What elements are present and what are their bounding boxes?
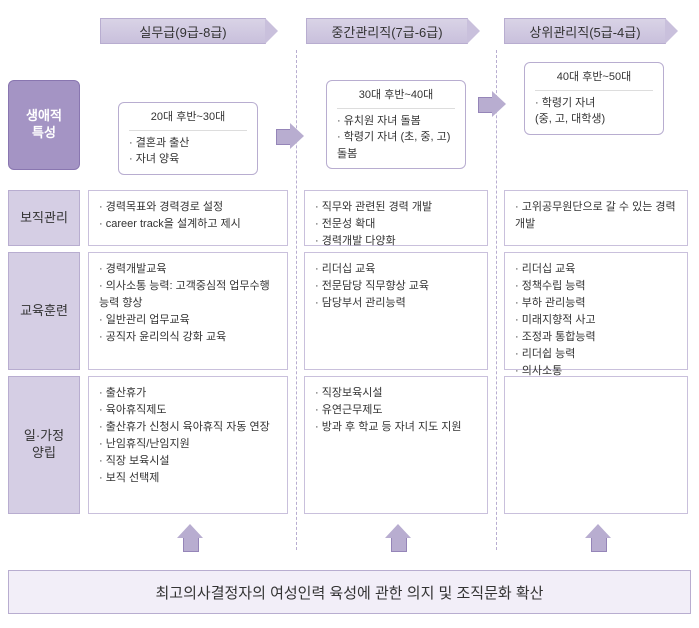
arrow-up-icon <box>386 524 410 552</box>
cell-r2-c2: 리더십 교육전문담당 직무향상 교육담당부서 관리능력 <box>304 252 488 370</box>
list-item: 리더쉽 능력 <box>515 346 677 363</box>
row-label-r3: 일·가정 양립 <box>8 376 80 514</box>
list-item: 난임휴직/난임지원 <box>99 436 277 453</box>
col-header-label: 중간관리직(7급-6급) <box>331 22 442 41</box>
life-box-3: 40대 후반~50대 학령기 자녀 (중, 고, 대학생) <box>524 62 664 135</box>
bottom-summary: 최고의사결정자의 여성인력 육성에 관한 의지 및 조직문화 확산 <box>8 570 691 614</box>
cell-r1-c1: 경력목표와 경력경로 설정career track을 설계하고 제시 <box>88 190 288 246</box>
col-header-label: 실무급(9급-8급) <box>139 22 226 41</box>
col-header-label: 상위관리직(5급-4급) <box>529 22 640 41</box>
row-label-life: 생애적 특성 <box>8 80 80 170</box>
list-item: 자녀 양육 <box>129 151 247 168</box>
arrow-right-icon <box>276 124 304 148</box>
cell-r1-c2: 직무와 관련된 경력 개발전문성 확대경력개발 다양화 <box>304 190 488 246</box>
list-item: 일반관리 업무교육 <box>99 312 277 329</box>
col-header-1: 실무급(9급-8급) <box>100 18 266 44</box>
list-item: 결혼과 출산 <box>129 135 247 152</box>
list-item: 경력개발교육 <box>99 261 277 278</box>
list-item: 육아휴직제도 <box>99 402 277 419</box>
cell-r2-c1: 경력개발교육의사소통 능력: 고객중심적 업무수행 능력 향상일반관리 업무교육… <box>88 252 288 370</box>
list-item: 출산휴가 신청시 육아휴직 자동 연장 <box>99 419 277 436</box>
list-item: 부하 관리능력 <box>515 295 677 312</box>
list-item: 보직 선택제 <box>99 470 277 487</box>
life-age: 30대 후반~40대 <box>337 87 455 109</box>
life-box-1: 20대 후반~30대 결혼과 출산자녀 양육 <box>118 102 258 175</box>
life-age: 40대 후반~50대 <box>535 69 653 91</box>
list-item: 리더십 교육 <box>315 261 477 278</box>
list-item: 전문담당 직무향상 교육 <box>315 278 477 295</box>
cell-r2-c3: 리더십 교육정책수립 능력부하 관리능력미래지향적 사고조정과 통합능력리더쉽 … <box>504 252 688 370</box>
list-item: 학령기 자녀 (중, 고, 대학생) <box>535 95 653 128</box>
list-item: 의사소통 능력: 고객중심적 업무수행 능력 향상 <box>99 278 277 312</box>
list-item: 미래지향적 사고 <box>515 312 677 329</box>
arrow-up-icon <box>586 524 610 552</box>
list-item: 고위공무원단으로 갈 수 있는 경력 개발 <box>515 199 677 233</box>
list-item: 경력목표와 경력경로 설정 <box>99 199 277 216</box>
list-item: 전문성 확대 <box>315 216 477 233</box>
arrow-right-icon <box>478 92 506 116</box>
row-label-r1: 보직관리 <box>8 190 80 246</box>
list-item: 직무와 관련된 경력 개발 <box>315 199 477 216</box>
list-item: 담당부서 관리능력 <box>315 295 477 312</box>
list-item: 경력개발 다양화 <box>315 233 477 250</box>
list-item: 정책수립 능력 <box>515 278 677 295</box>
cell-r3-c3 <box>504 376 688 514</box>
life-items: 결혼과 출산자녀 양육 <box>129 135 247 168</box>
arrow-up-icon <box>178 524 202 552</box>
life-age: 20대 후반~30대 <box>129 109 247 131</box>
cell-r3-c2: 직장보육시설유연근무제도방과 후 학교 등 자녀 지도 지원 <box>304 376 488 514</box>
col-header-2: 중간관리직(7급-6급) <box>306 18 468 44</box>
list-item: 유연근무제도 <box>315 402 477 419</box>
list-item: 학령기 자녀 (초, 중, 고) 돌봄 <box>337 129 455 162</box>
col-header-3: 상위관리직(5급-4급) <box>504 18 666 44</box>
list-item: 직장보육시설 <box>315 385 477 402</box>
cell-r1-c3: 고위공무원단으로 갈 수 있는 경력 개발 <box>504 190 688 246</box>
list-item: 공직자 윤리의식 강화 교육 <box>99 329 277 346</box>
life-items: 유치원 자녀 돌봄학령기 자녀 (초, 중, 고) 돌봄 <box>337 113 455 163</box>
row-label-r2: 교육훈련 <box>8 252 80 370</box>
list-item: 출산휴가 <box>99 385 277 402</box>
list-item: 유치원 자녀 돌봄 <box>337 113 455 130</box>
list-item: 직장 보육시설 <box>99 453 277 470</box>
list-item: career track을 설계하고 제시 <box>99 216 277 233</box>
cell-r3-c1: 출산휴가육아휴직제도출산휴가 신청시 육아휴직 자동 연장난임휴직/난임지원직장… <box>88 376 288 514</box>
life-items: 학령기 자녀 (중, 고, 대학생) <box>535 95 653 128</box>
life-box-2: 30대 후반~40대 유치원 자녀 돌봄학령기 자녀 (초, 중, 고) 돌봄 <box>326 80 466 169</box>
divider <box>496 50 497 550</box>
list-item: 조정과 통합능력 <box>515 329 677 346</box>
list-item: 방과 후 학교 등 자녀 지도 지원 <box>315 419 477 436</box>
list-item: 리더십 교육 <box>515 261 677 278</box>
